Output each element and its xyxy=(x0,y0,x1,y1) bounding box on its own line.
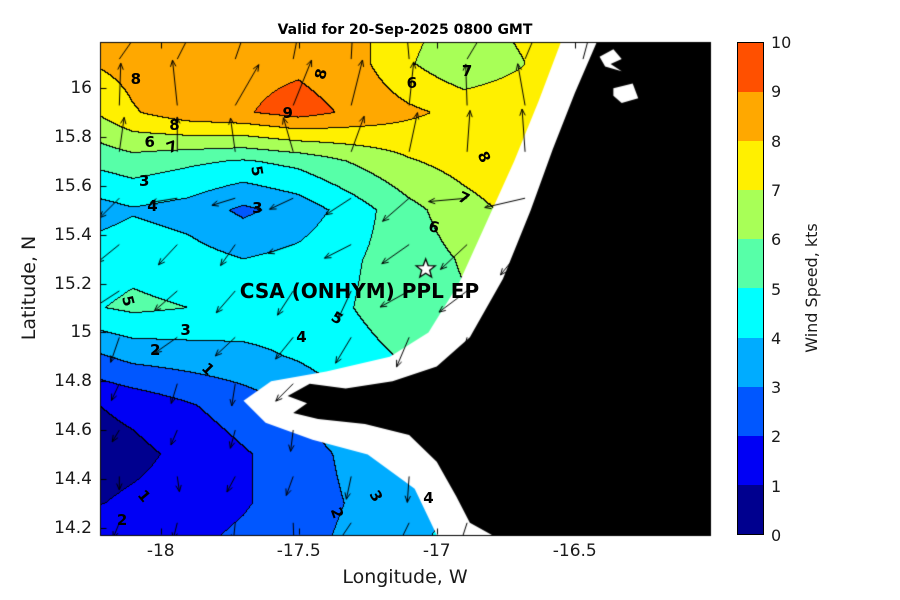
colorbar-tick-label: 6 xyxy=(771,230,782,250)
y-tick-label: 15.6 xyxy=(54,175,92,196)
site-label: CSA (ONHYM) PPL EP xyxy=(239,278,480,303)
plot-title: Valid for 20-Sep-2025 0800 GMT xyxy=(277,22,533,38)
contour-label: 4 xyxy=(296,328,307,347)
colorbar-tick-label: 4 xyxy=(771,328,782,348)
colorbar-tick-label: 1 xyxy=(771,476,782,496)
y-tick-label: 15.4 xyxy=(54,224,92,245)
colorbar-segment xyxy=(738,337,763,387)
x-tick-label: -17 xyxy=(422,541,451,561)
contour-label: 2 xyxy=(116,511,128,530)
contour-label: 3 xyxy=(180,320,191,339)
contour-label: 6 xyxy=(144,133,155,152)
colorbar-tick-label: 9 xyxy=(771,82,782,102)
colorbar-segment xyxy=(738,435,763,485)
colorbar-tick-label: 10 xyxy=(771,33,792,52)
x-tick-label: -17.5 xyxy=(276,541,321,561)
y-tick-label: 14.8 xyxy=(54,371,92,392)
colorbar-tick-label: 2 xyxy=(771,427,782,447)
contour-label: 4 xyxy=(147,196,158,215)
x-tick-label: -16.5 xyxy=(552,541,597,561)
contour-label: 8 xyxy=(130,69,142,88)
colorbar-segment xyxy=(738,288,763,338)
contour-label: 4 xyxy=(423,489,434,508)
y-tick-label: 15 xyxy=(70,322,92,343)
colorbar-tick-label: 3 xyxy=(771,378,782,398)
y-tick-label: 14.6 xyxy=(54,420,92,441)
colorbar xyxy=(737,42,764,535)
colorbar-segment xyxy=(738,92,763,142)
colorbar-segment xyxy=(738,386,763,436)
y-tick-label: 16 xyxy=(70,78,92,99)
contour-label: 9 xyxy=(282,103,293,122)
colorbar-segment xyxy=(738,239,763,289)
colorbar-segment xyxy=(738,190,763,240)
y-tick-label: 15.2 xyxy=(54,273,92,294)
y-tick-label: 14.4 xyxy=(54,468,92,489)
colorbar-segment xyxy=(738,484,763,534)
contour-label: 6 xyxy=(406,74,418,93)
x-axis-label: Longitude, W xyxy=(342,566,468,588)
colorbar-segment xyxy=(738,141,763,191)
contour-label: 8 xyxy=(169,115,180,134)
colorbar-tick-label: 8 xyxy=(771,131,782,151)
contour-label: 3 xyxy=(252,198,263,217)
colorbar-label: Wind Speed, kts xyxy=(802,223,821,353)
contour-label: 3 xyxy=(138,172,150,191)
colorbar-tick-label: 5 xyxy=(771,279,782,299)
contour-label: 2 xyxy=(149,340,161,359)
colorbar-segment xyxy=(738,43,763,93)
y-tick-label: 15.8 xyxy=(54,127,92,148)
x-tick-label: -18 xyxy=(146,541,175,561)
contour-label: 7 xyxy=(461,62,473,81)
y-tick-label: 14.2 xyxy=(54,517,92,538)
colorbar-tick-label: 7 xyxy=(771,180,782,200)
colorbar-tick-label: 0 xyxy=(771,526,782,545)
